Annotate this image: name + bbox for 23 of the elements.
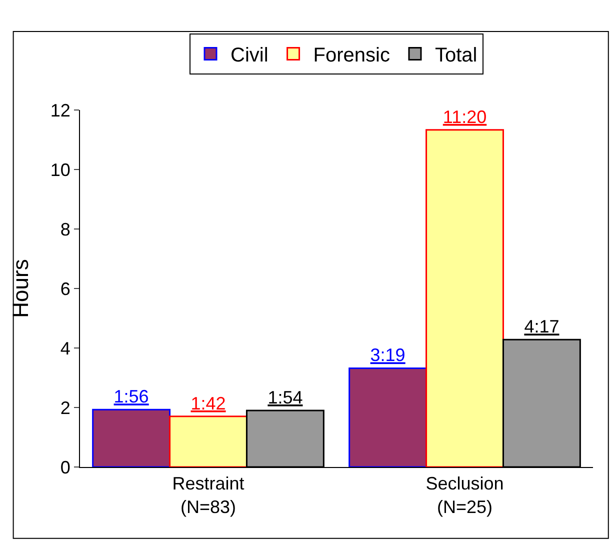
x-tick-label: Seclusion (N=25) [426,474,504,517]
y-tick-label: 0 [60,457,70,478]
data-label: 1:42 [190,393,226,414]
y-tick-label: 4 [60,338,70,358]
legend-label: Forensic [313,44,390,67]
bar [426,129,504,467]
y-axis-title: Hours [8,259,34,318]
bar [348,367,428,467]
data-label: 4:17 [524,316,560,337]
legend-label: Total [434,44,478,67]
x-tick-label: Restraint (N=83) [172,474,244,517]
y-tick-label: 10 [50,160,70,180]
data-label: 1:54 [268,387,303,408]
data-label: 11:20 [442,106,487,127]
y-tick-label: 6 [60,278,70,299]
bar [92,408,171,467]
data-label: 1:56 [114,386,149,407]
legend-label: Civil [230,44,268,67]
y-tick-label: 2 [60,398,70,418]
bar [169,416,248,467]
y-tick-label: 12 [50,100,70,120]
y-tick-label: 8 [60,219,70,240]
data-label: 3:19 [370,345,406,366]
